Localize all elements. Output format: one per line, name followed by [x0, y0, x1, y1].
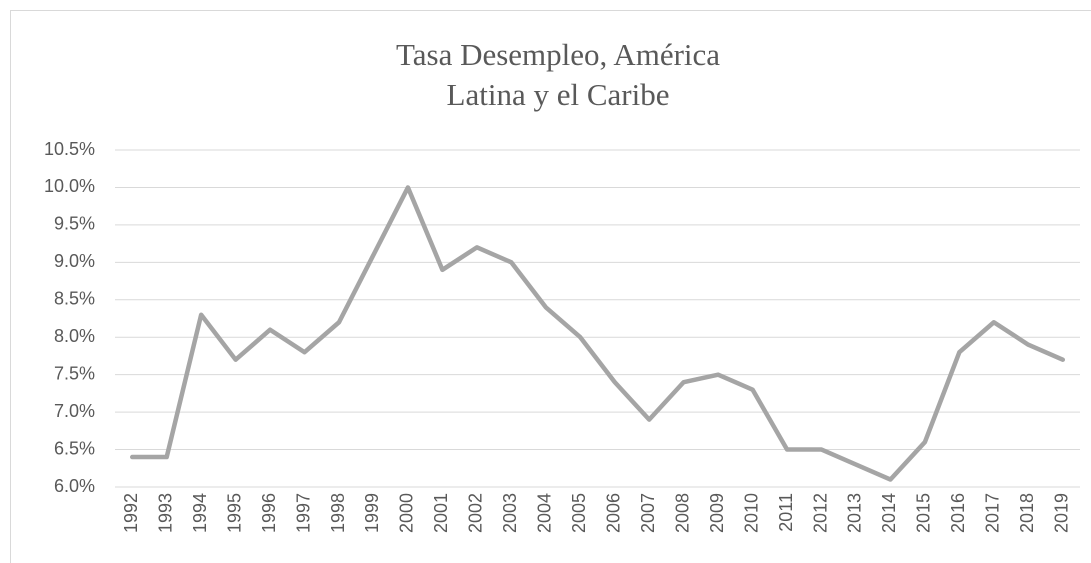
x-tick-label: 1995	[224, 493, 244, 533]
x-tick-label: 2015	[914, 493, 934, 533]
x-tick-label: 1997	[293, 493, 313, 533]
y-tick-label: 7.5%	[54, 363, 95, 383]
chart-border	[10, 10, 1091, 563]
x-tick-label: 2012	[810, 493, 830, 533]
y-tick-label: 8.5%	[54, 289, 95, 309]
x-tick-label: 1996	[259, 493, 279, 533]
x-tick-label: 1999	[362, 493, 382, 533]
x-tick-label: 2019	[1052, 493, 1072, 533]
x-tick-label: 2018	[1017, 493, 1037, 533]
x-tick-label: 1998	[328, 493, 348, 533]
x-tick-label: 2011	[776, 493, 796, 532]
chart-title: Latina y el Caribe	[447, 77, 670, 112]
x-tick-label: 2002	[466, 493, 486, 533]
y-tick-label: 6.5%	[54, 438, 95, 458]
y-tick-label: 6.0%	[54, 476, 95, 496]
x-tick-label: 1993	[155, 493, 175, 533]
y-tick-label: 9.0%	[54, 251, 95, 271]
y-tick-label: 8.0%	[54, 326, 95, 346]
y-tick-label: 10.5%	[44, 139, 95, 159]
x-tick-label: 2007	[638, 493, 658, 533]
y-tick-label: 7.0%	[54, 401, 95, 421]
x-tick-label: 2000	[397, 493, 417, 533]
data-line	[129, 185, 1066, 482]
x-tick-label: 2014	[879, 493, 899, 533]
x-tick-label: 2009	[707, 493, 727, 533]
x-tick-label: 2008	[672, 493, 692, 533]
y-tick-label: 10.0%	[44, 176, 95, 196]
x-tick-label: 1994	[190, 493, 210, 533]
x-tick-label: 2006	[603, 493, 623, 533]
x-tick-label: 2004	[535, 493, 555, 533]
y-tick-label: 9.5%	[54, 214, 95, 234]
x-tick-label: 2001	[431, 493, 451, 533]
x-tick-label: 2017	[983, 493, 1003, 533]
x-tick-label: 2005	[569, 493, 589, 533]
x-tick-label: 2003	[500, 493, 520, 533]
x-tick-label: 1992	[121, 493, 141, 533]
x-tick-label: 2010	[741, 493, 761, 533]
x-tick-label: 2016	[948, 493, 968, 533]
x-tick-label: 2013	[845, 493, 865, 533]
chart-title: Tasa Desempleo, América	[396, 37, 720, 72]
